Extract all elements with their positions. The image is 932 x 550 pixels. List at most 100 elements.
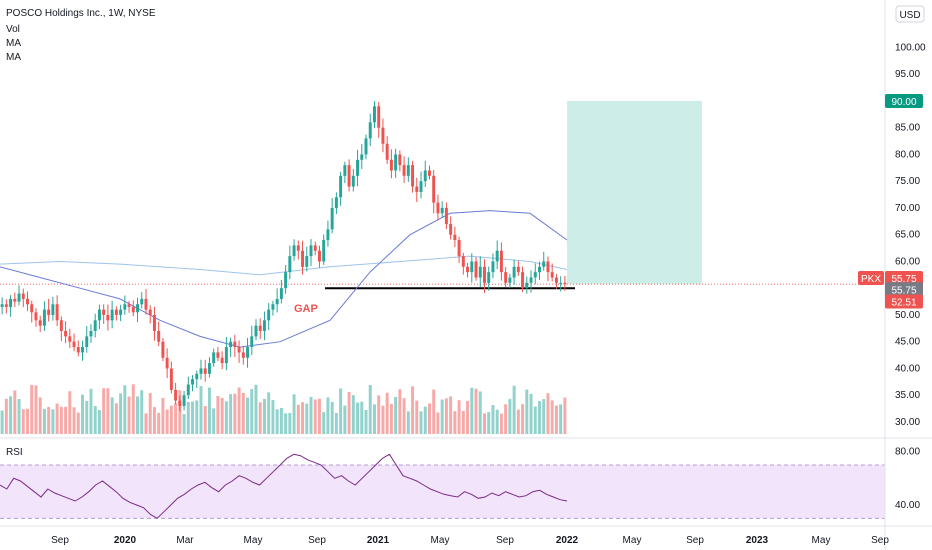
- indicator-ma-2: MA: [6, 52, 21, 63]
- volume-bar: [191, 401, 195, 434]
- candle-body: [322, 240, 326, 262]
- volume-bar: [13, 390, 17, 434]
- time-tick-label: Sep: [686, 535, 704, 546]
- rsi-tick-label: 40.00: [895, 500, 920, 511]
- candle-body: [233, 341, 237, 348]
- volume-bar: [563, 397, 567, 434]
- candle-body: [123, 304, 127, 310]
- time-tick-label: Mar: [176, 535, 194, 546]
- target-zone: [567, 100, 702, 285]
- candle-body: [106, 314, 110, 321]
- volume-bar: [207, 387, 211, 434]
- candle-body: [271, 304, 275, 310]
- volume-bar: [504, 404, 508, 434]
- candle-body: [559, 282, 563, 284]
- volume-bar: [559, 404, 563, 434]
- volume-bar: [521, 404, 525, 434]
- candle-body: [195, 373, 199, 380]
- candle-body: [30, 304, 34, 313]
- volume-bar: [542, 399, 546, 434]
- volume-bar: [81, 394, 84, 434]
- volume-bar: [161, 397, 165, 434]
- currency-button[interactable]: USD: [895, 5, 925, 23]
- candle-body: [360, 154, 364, 160]
- candle-body: [224, 347, 228, 364]
- volume-bar: [21, 409, 25, 434]
- candle-body: [64, 331, 68, 337]
- volume-bar: [516, 409, 520, 434]
- volume-bar: [136, 396, 139, 434]
- rsi-band: [0, 465, 885, 519]
- rsi-label: RSI: [6, 447, 23, 458]
- volume-bar: [267, 392, 271, 434]
- candle-body: [0, 304, 4, 307]
- candle-body: [250, 336, 254, 348]
- candle-body: [288, 256, 292, 273]
- candles: [0, 101, 567, 412]
- volume-bar: [0, 410, 4, 434]
- candle-body: [9, 298, 13, 307]
- candle-body: [296, 245, 300, 251]
- price-tick-label: 85.00: [895, 123, 920, 134]
- candle-body: [466, 266, 470, 273]
- price-tick-label: 30.00: [895, 417, 920, 428]
- volume-bar: [296, 404, 300, 434]
- rsi-line: [0, 453, 568, 519]
- candle-body: [186, 384, 190, 396]
- volume-bar: [474, 388, 478, 434]
- candle-body: [449, 224, 453, 235]
- candle-body: [97, 309, 101, 321]
- volume-bars: [0, 384, 567, 434]
- candle-body: [402, 165, 406, 176]
- candle-body: [554, 277, 558, 283]
- candle-body: [21, 293, 25, 299]
- volume-bar: [89, 388, 93, 434]
- price-tick-label: 95.00: [895, 69, 920, 80]
- candle-body: [140, 298, 144, 305]
- candle-body: [495, 250, 499, 262]
- volume-bar: [440, 399, 444, 434]
- volume-bar: [169, 405, 173, 434]
- volume-bar: [491, 405, 495, 434]
- volume-bar: [419, 411, 423, 434]
- volume-bar: [275, 409, 279, 434]
- candle-body: [546, 261, 550, 273]
- candle-body: [398, 154, 402, 166]
- time-tick-label: May: [812, 535, 831, 546]
- candle-body: [542, 261, 546, 267]
- time-tick-label: 2020: [114, 535, 137, 546]
- price-tick-label: 80.00: [895, 149, 920, 160]
- candle-body: [127, 304, 131, 307]
- volume-bar: [102, 388, 106, 434]
- time-tick-label: 2021: [367, 535, 390, 546]
- candle-body: [483, 266, 486, 283]
- volume-bar: [26, 408, 29, 434]
- volume-bar: [148, 393, 152, 434]
- candle-body: [17, 293, 21, 302]
- time-tick-label: May: [244, 535, 263, 546]
- volume-bar: [76, 412, 80, 434]
- candle-body: [440, 207, 444, 214]
- time-tick-label: 2023: [746, 535, 769, 546]
- volume-bar: [330, 401, 334, 434]
- volume-bar: [533, 406, 537, 434]
- volume-bar: [436, 412, 440, 434]
- volume-bar: [127, 396, 131, 434]
- volume-bar: [529, 393, 533, 434]
- volume-bar: [508, 399, 512, 434]
- volume-bar: [457, 400, 461, 434]
- candle-body: [491, 261, 495, 273]
- candle-body: [51, 304, 55, 315]
- volume-bar: [182, 413, 186, 434]
- candle-body: [174, 389, 178, 401]
- candle-body: [309, 245, 313, 257]
- volume-bar: [313, 399, 317, 434]
- volume-bar: [174, 403, 178, 434]
- volume-bar: [415, 400, 419, 434]
- candle-body: [191, 379, 195, 385]
- candle-body: [279, 288, 283, 299]
- volume-bar: [68, 391, 72, 434]
- symbol-tag: PKX: [861, 274, 881, 285]
- indicator-ma-1: MA: [6, 38, 21, 49]
